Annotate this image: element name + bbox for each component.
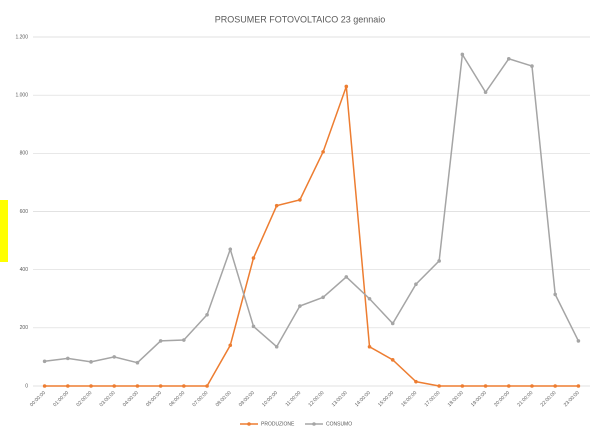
point-marker	[135, 384, 140, 388]
point-marker	[414, 282, 418, 287]
y-tick-label: 600	[20, 209, 29, 215]
point-marker	[576, 384, 581, 388]
point-marker	[42, 384, 47, 388]
point-marker	[506, 57, 511, 61]
point-marker	[205, 312, 209, 317]
point-marker	[89, 360, 93, 364]
point-marker	[460, 52, 465, 57]
point-marker	[89, 384, 93, 388]
point-marker	[158, 384, 163, 388]
point-marker	[553, 384, 557, 388]
point-marker	[344, 84, 349, 89]
point-marker	[576, 339, 581, 343]
point-marker	[251, 256, 256, 260]
point-marker	[205, 384, 209, 388]
point-marker	[506, 384, 511, 388]
point-marker	[66, 384, 70, 388]
highlight	[0, 200, 8, 262]
y-tick-label: 1.200	[15, 34, 28, 40]
point-marker	[182, 384, 186, 388]
point-marker	[112, 384, 117, 388]
point-marker	[274, 344, 279, 349]
point-marker	[228, 343, 233, 348]
point-marker	[390, 358, 395, 362]
point-marker	[42, 359, 47, 364]
chart-title: PROSUMER FOTOVOLTAICO 23 gennaio	[215, 14, 386, 24]
point-marker	[553, 292, 557, 297]
legend-label: CONSUMO	[326, 421, 352, 427]
point-marker	[66, 356, 70, 361]
point-marker	[298, 198, 302, 202]
point-marker	[228, 247, 233, 252]
point-marker	[437, 384, 441, 388]
point-marker	[158, 339, 163, 343]
point-marker	[390, 321, 395, 326]
point-marker	[135, 360, 140, 365]
point-marker	[530, 384, 534, 388]
point-marker	[321, 295, 325, 300]
point-marker	[182, 338, 186, 342]
point-marker	[367, 344, 372, 349]
series-line	[44, 52, 580, 364]
point-marker	[298, 304, 302, 308]
point-marker	[437, 259, 441, 263]
point-marker	[530, 64, 534, 68]
point-marker	[414, 379, 418, 384]
point-marker	[367, 296, 372, 301]
point-marker	[344, 275, 349, 279]
y-tick-label: 200	[20, 325, 29, 331]
legend-marker	[247, 422, 251, 426]
point-marker	[483, 90, 488, 95]
point-marker	[274, 203, 279, 208]
y-tick-label: 400	[20, 267, 29, 273]
series-line	[44, 86, 579, 387]
point-marker	[112, 355, 117, 359]
point-marker	[460, 384, 465, 388]
point-marker	[251, 324, 256, 329]
point-marker	[483, 384, 488, 388]
legend-label: PRODUZIONE	[261, 421, 295, 427]
legend-marker	[312, 422, 316, 426]
y-tick-label: 1.000	[15, 92, 28, 98]
y-tick-label: 800	[20, 151, 29, 157]
y-tick-label: 0	[25, 383, 28, 389]
point-marker	[321, 150, 325, 154]
